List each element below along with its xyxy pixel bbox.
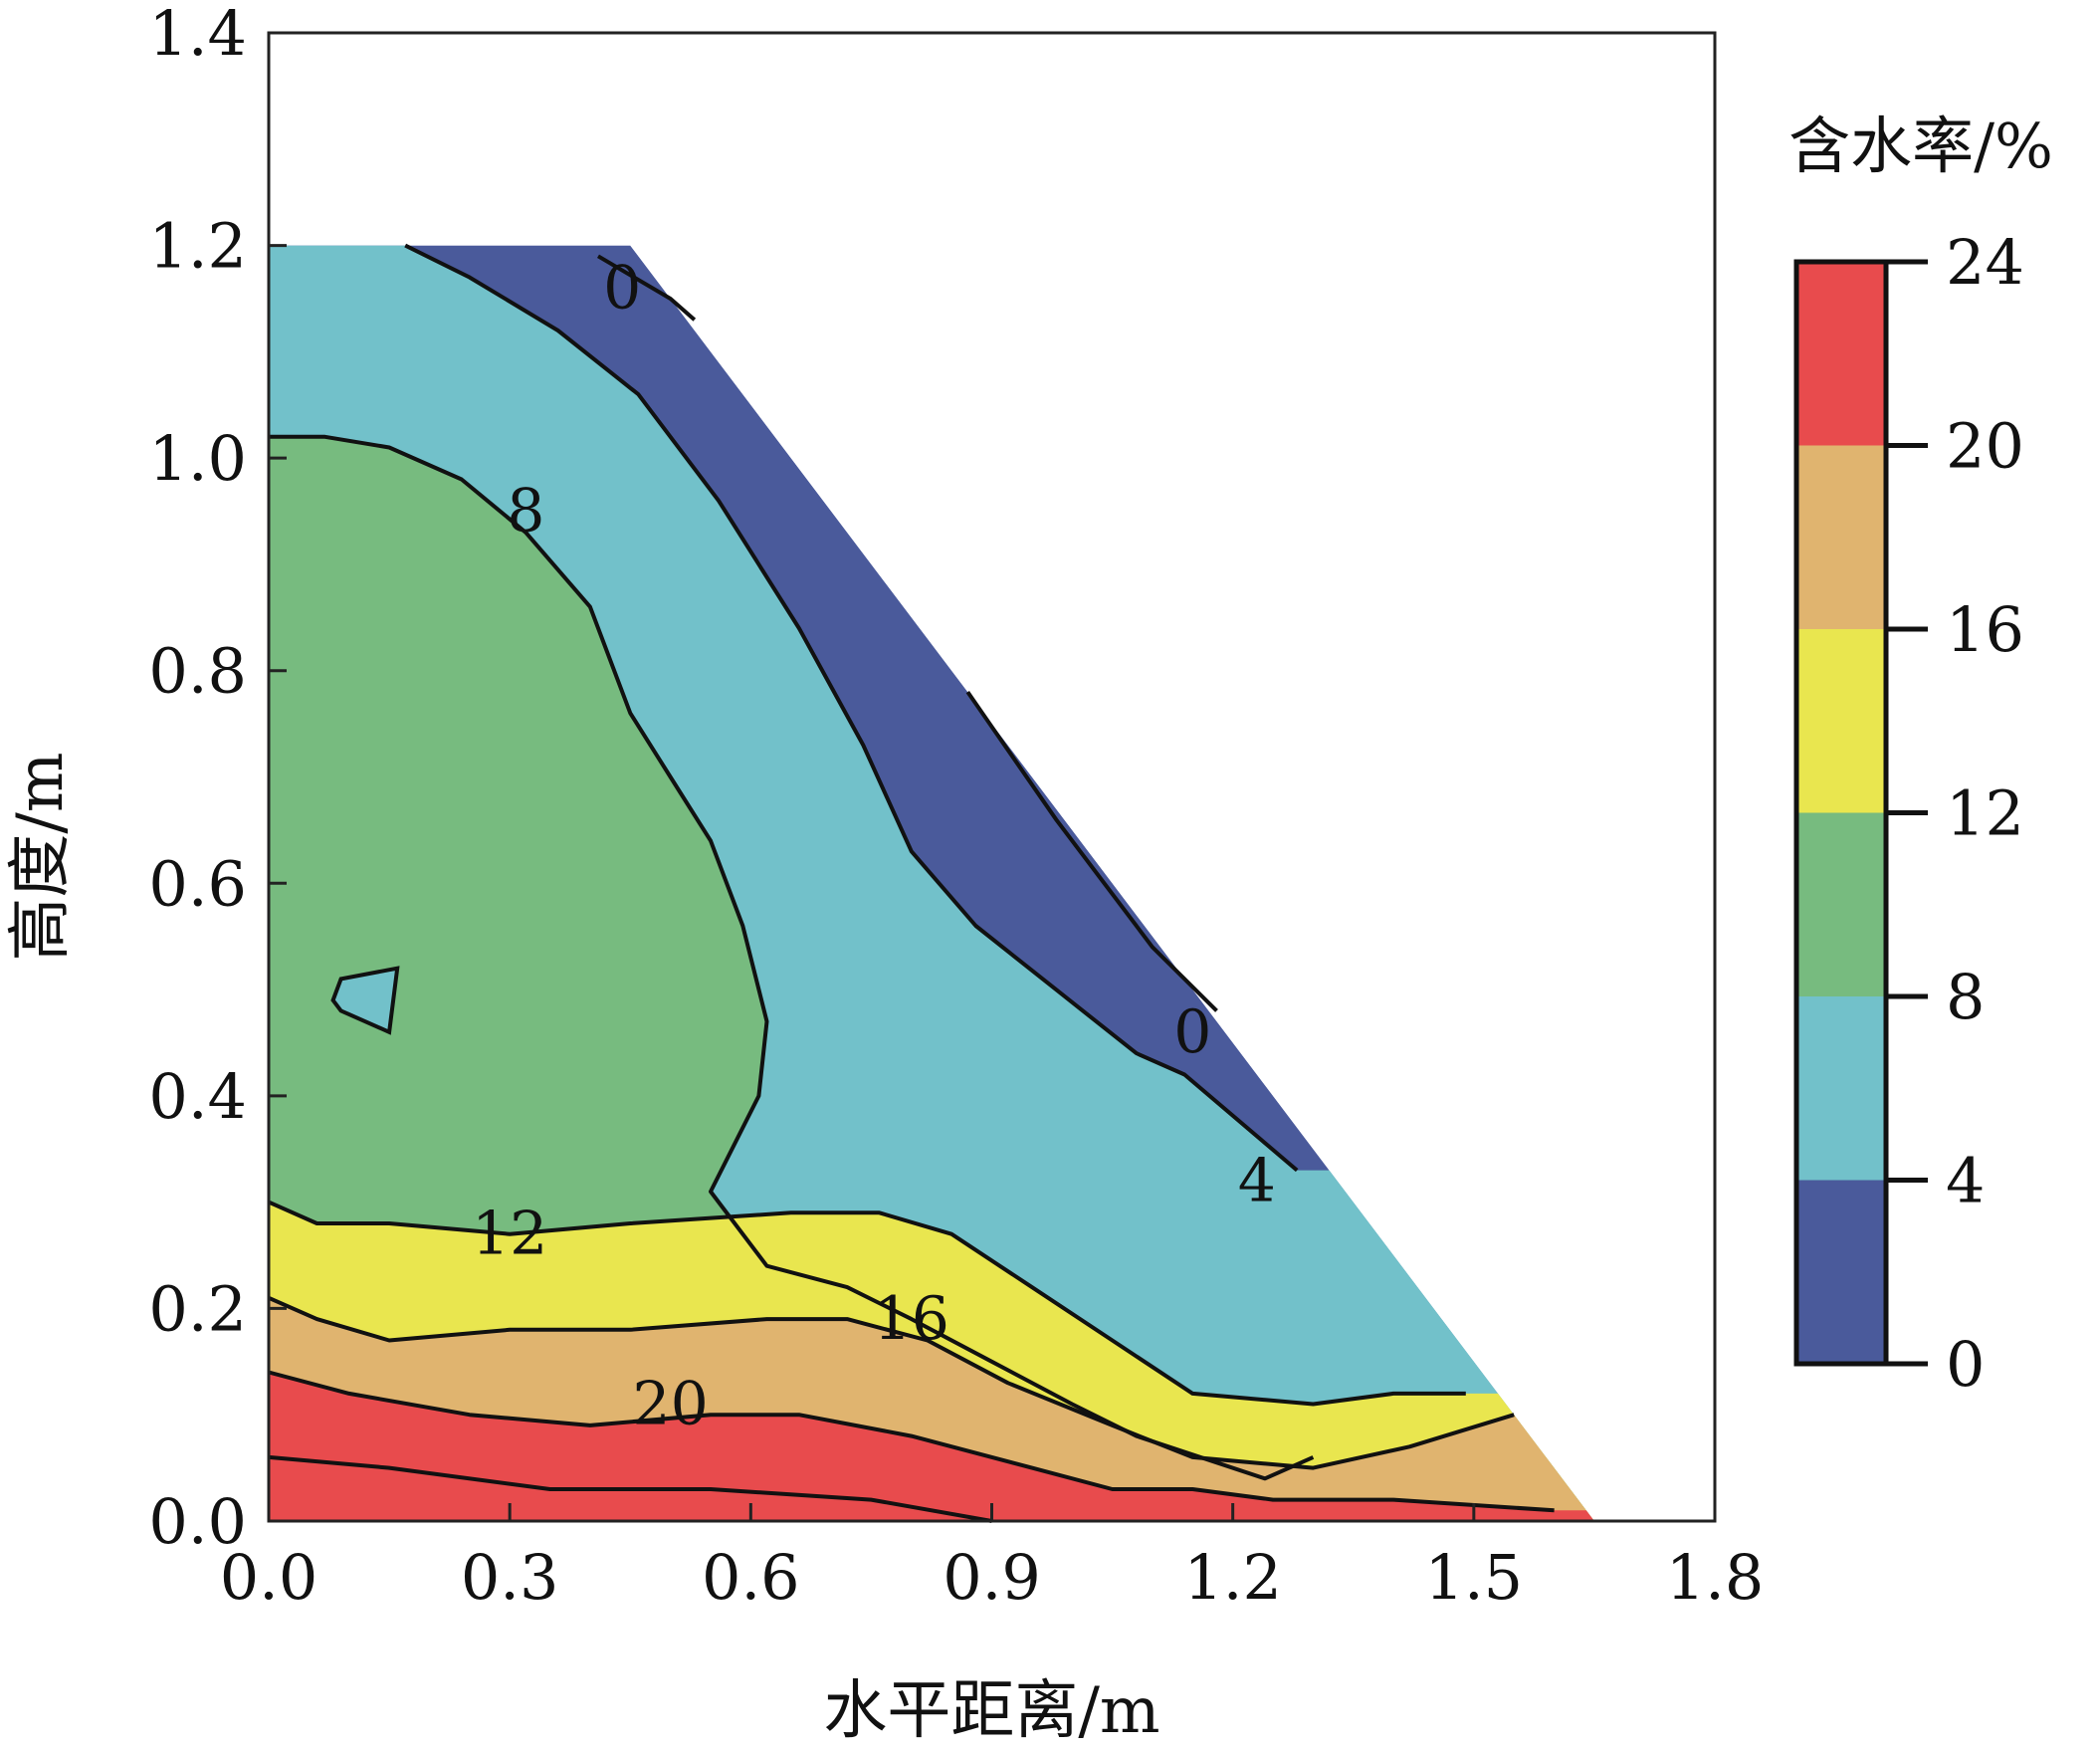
colorbar-swatch-5 [1796, 262, 1886, 446]
y-tick-label-3: 0.6 [148, 847, 247, 920]
colorbar-tick-label-3: 12 [1946, 777, 2024, 850]
contour-line-0_001 [404, 243, 1299, 1173]
y-tick-label-4: 0.8 [148, 635, 247, 708]
colorbar-tick-label-1: 4 [1946, 1145, 1985, 1217]
colorbar-tick-label-5: 20 [1946, 410, 2024, 483]
contour-label-1: 8 [507, 477, 544, 547]
colorbar-swatch-2 [1796, 812, 1886, 996]
contour-line-20 [268, 1370, 1555, 1513]
contour-label-0: 0 [603, 253, 641, 323]
contour-line-0-slope [965, 690, 1218, 1012]
contour-label-3: 4 [1238, 1146, 1276, 1215]
colorbar-swatch-0 [1796, 1180, 1886, 1364]
y-tick-label-2: 0.4 [148, 1060, 247, 1133]
colorbar-title: 含水率/% [1788, 110, 2053, 182]
contour-fill-clipped [269, 245, 1594, 1521]
colorbar-swatch-3 [1796, 629, 1886, 813]
y-tick-label-5: 1.0 [148, 422, 247, 495]
colorbar-swatch-1 [1796, 996, 1886, 1181]
x-tick-label-1: 0.3 [461, 1541, 559, 1614]
colorbar-tick-label-6: 24 [1946, 226, 2024, 299]
colorbar-tick-label-2: 8 [1946, 961, 1985, 1033]
x-tick-label-0: 0.0 [220, 1541, 318, 1614]
x-tick-label-6: 1.8 [1666, 1541, 1765, 1614]
contour-island-4-8 [330, 966, 400, 1035]
x-tick-label-5: 1.5 [1425, 1541, 1524, 1614]
contour-line-8 [269, 434, 1315, 1481]
x-axis-title: 水平距离/m [823, 1674, 1159, 1748]
contour-label-layer: 0 8 0 4 12 16 20 [472, 253, 1276, 1438]
colorbar-swatch-4 [1796, 445, 1886, 629]
contour-band-20-24 [269, 1372, 1594, 1521]
colorbar: 0 4 8 12 16 20 24 [1793, 226, 2024, 1401]
contour-line-16 [268, 1295, 1515, 1470]
y-tick-label-7: 1.4 [148, 0, 247, 70]
colorbar-tick-label-4: 16 [1946, 593, 2024, 666]
y-tick-label-0: 0.0 [148, 1485, 247, 1558]
y-tick-label-6: 1.2 [148, 210, 247, 283]
axes: 0.0 0.3 0.6 0.9 1.2 1.5 1.8 0.0 0.2 0.4 0.6 0.8 1.0 1… [148, 0, 1764, 1614]
contour-label-2: 0 [1173, 997, 1211, 1067]
x-tick-label-2: 0.6 [702, 1541, 800, 1614]
contour-label-5: 16 [874, 1284, 949, 1354]
colorbar-tick-label-0: 0 [1946, 1328, 1985, 1401]
x-tick-label-4: 1.2 [1183, 1541, 1282, 1614]
contour-line-12 [268, 1200, 1466, 1407]
contour-line-0-crest [596, 254, 697, 322]
contour-label-6: 20 [632, 1370, 708, 1439]
x-tick-label-3: 0.9 [943, 1541, 1041, 1614]
contour-line-layer [268, 243, 1555, 1523]
contour-fill-layer [269, 245, 1594, 1521]
y-axis-title: 高度/m [4, 752, 78, 961]
contour-label-4: 12 [472, 1200, 547, 1269]
contour-line-24 [268, 1454, 992, 1523]
y-tick-label-1: 0.2 [148, 1272, 247, 1345]
